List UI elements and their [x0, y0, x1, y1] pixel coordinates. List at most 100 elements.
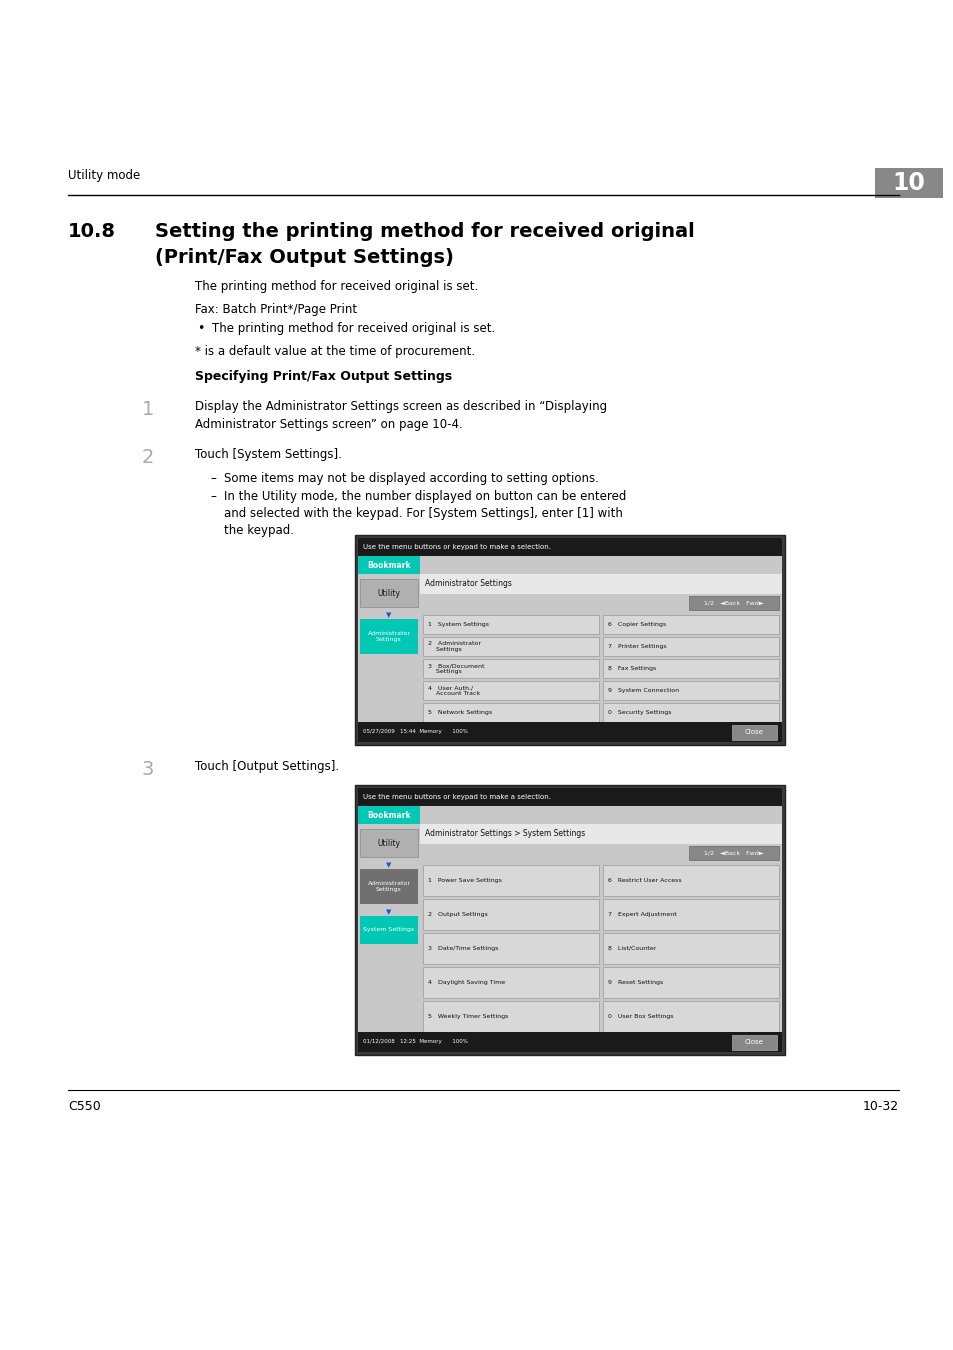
- Text: the keypad.: the keypad.: [224, 524, 294, 537]
- Bar: [602, 616, 779, 634]
- Bar: [419, 594, 781, 612]
- Text: Administrator Settings: Administrator Settings: [424, 579, 512, 589]
- Bar: [359, 917, 417, 944]
- Bar: [355, 535, 784, 745]
- Text: 5   Weekly Timer Settings: 5 Weekly Timer Settings: [428, 1014, 508, 1019]
- Bar: [731, 1034, 776, 1049]
- Text: Display the Administrator Settings screen as described in “Displaying: Display the Administrator Settings scree…: [194, 400, 606, 413]
- Text: 01/12/2008   12:25  Memory      100%: 01/12/2008 12:25 Memory 100%: [363, 1040, 467, 1045]
- Text: 1   Power Save Settings: 1 Power Save Settings: [428, 878, 501, 883]
- Bar: [357, 1031, 781, 1052]
- Text: In the Utility mode, the number displayed on button can be entered: In the Utility mode, the number displaye…: [224, 490, 626, 504]
- Text: •: •: [196, 323, 204, 335]
- Bar: [357, 788, 781, 1052]
- Text: 0   User Box Settings: 0 User Box Settings: [607, 1014, 673, 1019]
- Text: and selected with the keypad. For [System Settings], enter [1] with: and selected with the keypad. For [Syste…: [224, 508, 622, 520]
- Bar: [422, 680, 598, 701]
- Text: –: –: [210, 490, 215, 504]
- Bar: [419, 844, 781, 863]
- Bar: [419, 574, 781, 594]
- Text: 9   System Connection: 9 System Connection: [607, 688, 679, 693]
- Text: Utility: Utility: [377, 589, 400, 598]
- Text: 6   Copier Settings: 6 Copier Settings: [607, 622, 665, 626]
- Bar: [422, 865, 598, 896]
- Bar: [602, 659, 779, 678]
- Text: 1   System Settings: 1 System Settings: [428, 622, 489, 626]
- Text: 3: 3: [142, 760, 154, 779]
- Text: 2: 2: [142, 448, 154, 467]
- Text: Close: Close: [744, 729, 763, 734]
- Text: ▼: ▼: [386, 612, 392, 618]
- Text: ▼: ▼: [386, 909, 392, 915]
- Text: 0   Security Settings: 0 Security Settings: [607, 710, 671, 716]
- Text: 7   Expert Adjustment: 7 Expert Adjustment: [607, 913, 676, 917]
- Bar: [874, 167, 942, 198]
- Bar: [422, 637, 598, 656]
- Text: 1/2   ◄Back   Fwd►: 1/2 ◄Back Fwd►: [703, 601, 763, 606]
- Text: 10.8: 10.8: [68, 221, 116, 242]
- Bar: [357, 788, 781, 806]
- Bar: [422, 933, 598, 964]
- Bar: [359, 829, 417, 857]
- Bar: [602, 703, 779, 722]
- Text: 4   User Auth./
    Account Track: 4 User Auth./ Account Track: [428, 684, 479, 695]
- Bar: [602, 680, 779, 701]
- Text: 1/2   ◄Back   Fwd►: 1/2 ◄Back Fwd►: [703, 850, 763, 856]
- Bar: [359, 579, 417, 608]
- Text: Use the menu buttons or keypad to make a selection.: Use the menu buttons or keypad to make a…: [363, 794, 551, 801]
- Text: 9   Reset Settings: 9 Reset Settings: [607, 980, 662, 986]
- Text: 8   Fax Settings: 8 Fax Settings: [607, 666, 656, 671]
- Bar: [359, 620, 417, 653]
- Text: 10: 10: [892, 171, 924, 194]
- Text: 7   Printer Settings: 7 Printer Settings: [607, 644, 666, 649]
- Text: Fax: Batch Print*/Page Print: Fax: Batch Print*/Page Print: [194, 302, 356, 316]
- Bar: [357, 722, 781, 742]
- Bar: [355, 784, 784, 1054]
- Text: –: –: [210, 472, 215, 485]
- Text: 1: 1: [142, 400, 154, 418]
- Text: 3   Box/Document
    Settings: 3 Box/Document Settings: [428, 663, 484, 674]
- Bar: [359, 869, 417, 904]
- Text: 5   Network Settings: 5 Network Settings: [428, 710, 492, 716]
- Bar: [602, 637, 779, 656]
- Text: 10-32: 10-32: [862, 1100, 898, 1112]
- Bar: [419, 824, 781, 844]
- Bar: [602, 899, 779, 930]
- Text: * is a default value at the time of procurement.: * is a default value at the time of proc…: [194, 346, 475, 358]
- Bar: [688, 595, 779, 610]
- Text: Administrator Settings screen” on page 10-4.: Administrator Settings screen” on page 1…: [194, 418, 462, 431]
- Bar: [357, 806, 419, 824]
- Bar: [688, 846, 779, 860]
- Bar: [422, 967, 598, 998]
- Text: The printing method for received original is set.: The printing method for received origina…: [212, 323, 495, 335]
- Text: Specifying Print/Fax Output Settings: Specifying Print/Fax Output Settings: [194, 370, 452, 383]
- Text: 6   Restrict User Access: 6 Restrict User Access: [607, 878, 680, 883]
- Text: 8   List/Counter: 8 List/Counter: [607, 946, 656, 950]
- Bar: [422, 899, 598, 930]
- Text: Some items may not be displayed according to setting options.: Some items may not be displayed accordin…: [224, 472, 598, 485]
- Bar: [422, 616, 598, 634]
- Bar: [602, 933, 779, 964]
- Text: 2   Output Settings: 2 Output Settings: [428, 913, 487, 917]
- Text: Administrator
Settings: Administrator Settings: [367, 630, 410, 641]
- Bar: [357, 556, 419, 574]
- Text: 2   Administrator
    Settings: 2 Administrator Settings: [428, 641, 480, 652]
- Bar: [602, 967, 779, 998]
- Text: Utility mode: Utility mode: [68, 169, 140, 182]
- Text: ▼: ▼: [386, 863, 392, 868]
- Text: Touch [Output Settings].: Touch [Output Settings].: [194, 760, 338, 774]
- Bar: [422, 1000, 598, 1031]
- Text: 05/27/2009   15:44  Memory      100%: 05/27/2009 15:44 Memory 100%: [363, 729, 467, 734]
- Bar: [357, 539, 781, 742]
- Bar: [422, 703, 598, 722]
- Bar: [602, 1000, 779, 1031]
- Text: Setting the printing method for received original: Setting the printing method for received…: [154, 221, 694, 242]
- Text: Bookmark: Bookmark: [367, 560, 411, 570]
- Text: System Settings: System Settings: [363, 927, 415, 933]
- Text: 3   Date/Time Settings: 3 Date/Time Settings: [428, 946, 497, 950]
- Text: C550: C550: [68, 1100, 101, 1112]
- Text: 4   Daylight Saving Time: 4 Daylight Saving Time: [428, 980, 504, 986]
- Bar: [602, 865, 779, 896]
- Bar: [422, 659, 598, 678]
- Text: Bookmark: Bookmark: [367, 810, 411, 819]
